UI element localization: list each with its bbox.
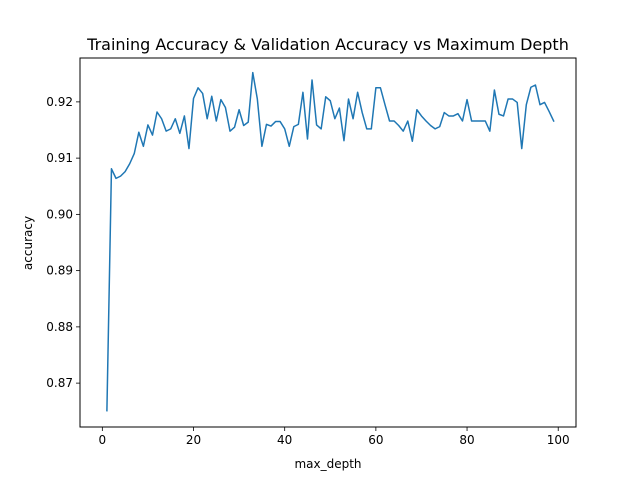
y-tick-label: 0.88 [46,320,73,334]
y-tick-label: 0.90 [46,207,73,221]
plot-frame [79,57,577,428]
x-tick-label: 60 [368,433,383,447]
plot-area [106,71,555,412]
x-tick-label: 100 [547,433,570,447]
series-line-0 [106,71,555,412]
x-axis-label: max_depth [294,457,361,471]
y-tick-label: 0.91 [46,151,73,165]
x-tick-label: 80 [459,433,474,447]
y-tick-label: 0.89 [46,264,73,278]
x-tick-label: 40 [277,433,292,447]
chart-title: Training Accuracy & Validation Accuracy … [86,35,569,54]
x-axis: 0 20 40 60 80 100 [99,427,570,447]
y-axis-label: accuracy [21,216,35,270]
y-tick-label: 0.87 [46,376,73,390]
x-tick-label: 20 [186,433,201,447]
y-axis: 0.87 0.88 0.89 0.90 0.91 0.92 [46,95,80,390]
x-tick-label: 0 [99,433,107,447]
y-tick-label: 0.92 [46,95,73,109]
